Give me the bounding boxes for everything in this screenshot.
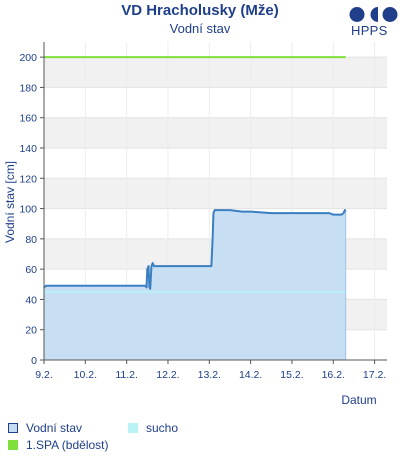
- y-tick-label: 80: [25, 234, 37, 246]
- legend-item-spa1: 1.SPA (bdělost): [8, 438, 109, 452]
- x-tick-label: 16.2.: [322, 369, 345, 381]
- chart-title: VD Hracholusky (Mže): [121, 2, 279, 19]
- y-tick-label: 180: [19, 82, 37, 94]
- y-tick-label: 160: [19, 113, 37, 125]
- water-level-line: [43, 209, 347, 290]
- y-tick-labels: 0 20 40 60 80 100 120 140 160 180 200: [19, 52, 37, 367]
- y-tick-label: 200: [19, 52, 37, 64]
- water-level-area: [44, 210, 346, 360]
- legend-swatch-water-level: [8, 423, 18, 433]
- hpps-logo-icon: [349, 7, 398, 22]
- y-tick-label: 20: [25, 325, 37, 337]
- legend-item-drought: sucho: [128, 421, 178, 435]
- y-tick-label: 60: [25, 264, 37, 276]
- grid-band: [44, 178, 387, 209]
- x-tick-label: 9.2.: [35, 369, 53, 381]
- axes: [40, 42, 387, 364]
- y-tick-label: 40: [25, 294, 37, 306]
- x-axis-label: Datum: [341, 393, 376, 407]
- legend-label-spa1: 1.SPA (bdělost): [26, 438, 109, 452]
- x-tick-label: 15.2.: [280, 369, 303, 381]
- legend-label-drought: sucho: [146, 421, 179, 435]
- legend-swatch-drought: [128, 423, 138, 433]
- x-tick-label: 14.2.: [239, 369, 262, 381]
- x-tick-label: 17.2.: [363, 369, 386, 381]
- y-tick-label: 120: [19, 173, 37, 185]
- y-axis-label: Vodní stav [cm]: [3, 161, 17, 243]
- legend-item-water-level: Vodní stav: [8, 421, 82, 435]
- grid-band: [44, 117, 387, 148]
- chart-subtitle: Vodní stav: [169, 21, 231, 36]
- logo-text: HPPS: [351, 23, 388, 38]
- grid-band: [44, 57, 387, 88]
- x-tick-label: 10.2.: [74, 369, 97, 381]
- y-tick-label: 0: [31, 355, 37, 367]
- x-tick-label: 11.2.: [115, 369, 138, 381]
- legend-swatch-spa1: [8, 440, 18, 450]
- x-tick-labels: 9.2. 10.2. 11.2. 12.2. 13.2. 14.2. 15.2. 16.2. 1…: [35, 369, 386, 381]
- x-tick-label: 13.2.: [198, 369, 221, 381]
- y-tick-label: 100: [19, 204, 37, 216]
- legend-label-water-level: Vodní stav: [26, 421, 83, 435]
- x-tick-label: 12.2.: [156, 369, 179, 381]
- y-tick-label: 140: [19, 143, 37, 155]
- series-layer: [43, 56, 347, 360]
